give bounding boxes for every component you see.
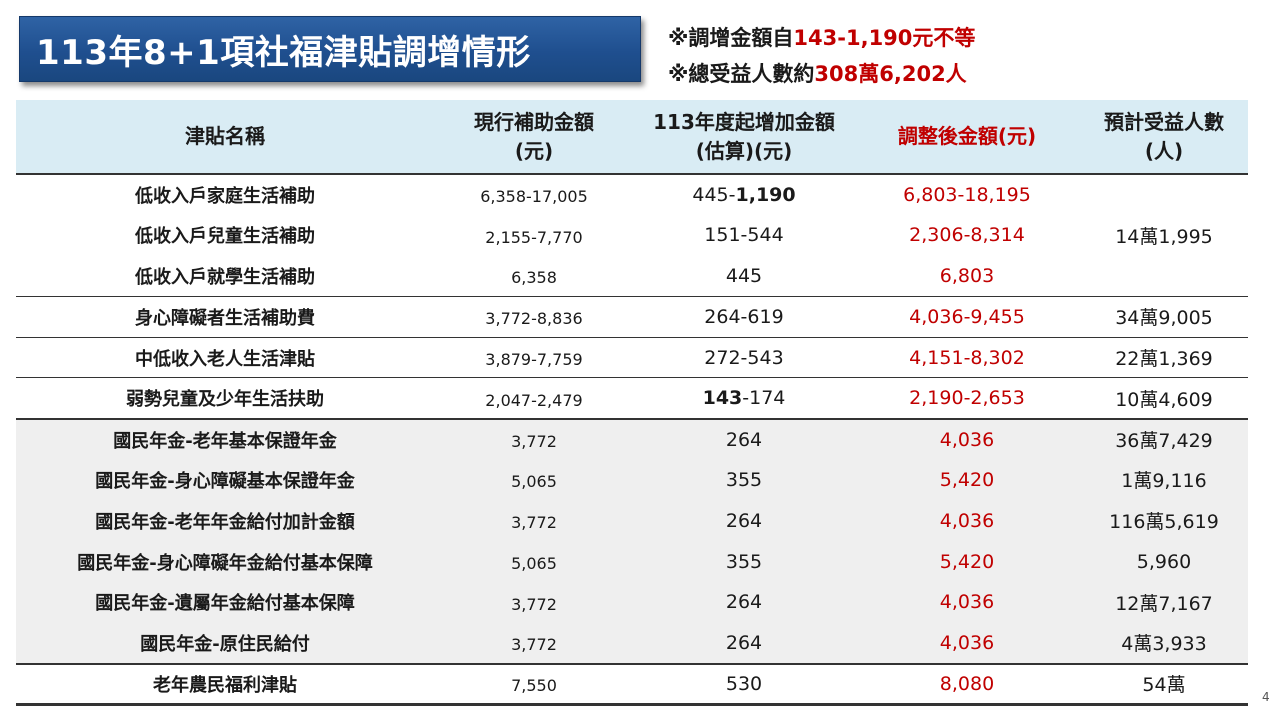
header-beneficiaries: 預計受益人數 (人) — [1080, 100, 1248, 175]
summary-notes: ※調增金額自143-1,190元不等 ※總受益人數約308萬6,202人 — [668, 20, 975, 92]
table-row: 國民年金-原住民給付 3,772 264 4,036 4萬3,933 — [16, 622, 1248, 664]
header-current-amount: 現行補助金額 (元) — [434, 100, 634, 175]
note-total-beneficiaries: ※總受益人數約308萬6,202人 — [668, 62, 967, 86]
allowance-table: 津貼名稱 現行補助金額 (元) 113年度起增加金額 (估算)(元) 調整後金額(元… — [16, 100, 1248, 706]
table-row: 中低收入老人生活津貼 3,879-7,759 272-543 4,151-8,3… — [16, 337, 1248, 379]
note-increase-range: ※調增金額自143-1,190元不等 — [668, 26, 976, 50]
table-row: 國民年金-老年年金給付加計金額 3,772 264 4,036 116萬5,61… — [16, 500, 1248, 542]
table-row: 國民年金-遺屬年金給付基本保障 3,772 264 4,036 12萬7,167 — [16, 581, 1248, 623]
table-row: 低收入戶兒童生活補助 2,155-7,770 151-544 2,306-8,3… — [135, 224, 1025, 248]
table-row: 國民年金-身心障礙基本保證年金 5,065 355 5,420 1萬9,116 — [16, 459, 1248, 501]
header-adjusted-amount: 調整後金額(元) — [854, 100, 1080, 175]
table-row: 低收入戶就學生活補助 6,358 445 6,803 — [16, 255, 1248, 297]
header-increase-amount: 113年度起增加金額 (估算)(元) — [634, 100, 854, 175]
group-beneficiaries: 14萬1,995 — [1080, 174, 1248, 297]
header-allowance-name: 津貼名稱 — [16, 100, 434, 175]
table-row: 低收入戶家庭生活補助 6,358-17,005 445-1,190 6,803-… — [16, 174, 1248, 297]
table-row: 國民年金-老年基本保證年金 3,772 264 4,036 36萬7,429 — [16, 417, 1248, 460]
page-number: 4 — [1262, 690, 1270, 704]
table-row: 老年農民福利津貼 7,550 530 8,080 54萬 — [16, 662, 1248, 706]
slide-title-text: 113年8+1項社福津貼調增情形 — [36, 32, 531, 73]
table-row: 國民年金-身心障礙年金給付基本保障 5,065 355 5,420 5,960 — [16, 541, 1248, 582]
slide-title: 113年8+1項社福津貼調增情形 — [19, 16, 641, 82]
table-header-row: 津貼名稱 現行補助金額 (元) 113年度起增加金額 (估算)(元) 調整後金額(元… — [16, 100, 1248, 175]
table-row: 弱勢兒童及少年生活扶助 2,047-2,479 143-174 2,190-2,… — [126, 387, 1213, 411]
table-row: 身心障礙者生活補助費 3,772-8,836 264-619 4,036-9,4… — [16, 296, 1248, 338]
